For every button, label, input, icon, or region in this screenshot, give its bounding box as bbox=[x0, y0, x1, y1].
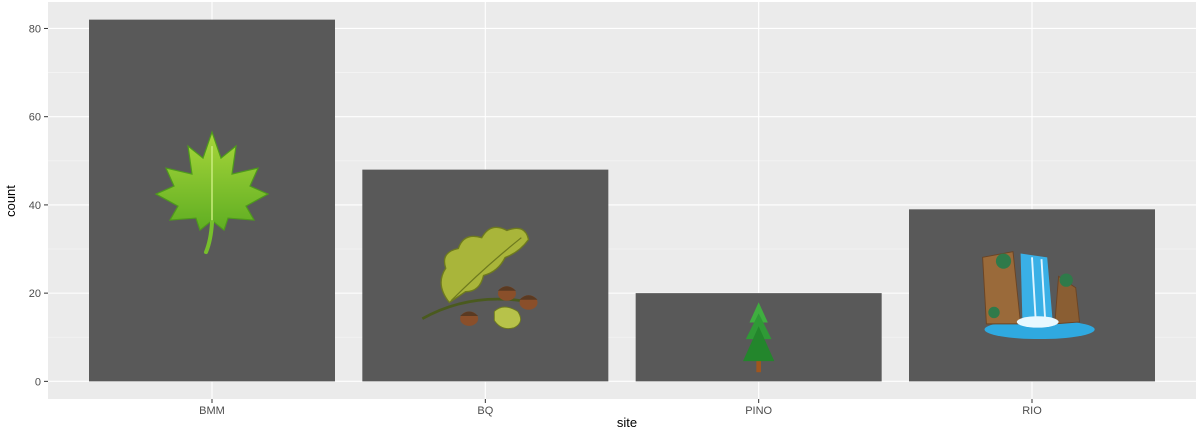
waterfall-icon bbox=[982, 251, 1095, 340]
y-axis: 0 20 40 60 80 bbox=[29, 23, 48, 388]
y-tick-label: 20 bbox=[29, 288, 41, 300]
maple-leaf-icon bbox=[154, 130, 270, 255]
y-tick-label: 60 bbox=[29, 112, 41, 124]
oak-leaf-acorn-icon bbox=[421, 226, 538, 330]
bar-icons bbox=[154, 130, 1095, 373]
pine-tree-icon bbox=[743, 302, 775, 373]
y-axis-title: count bbox=[3, 185, 18, 217]
x-tick-label-bq: BQ bbox=[477, 405, 493, 417]
y-tick-label: 80 bbox=[29, 23, 41, 35]
x-axis: BMM BQ PINO RIO bbox=[199, 399, 1042, 417]
y-tick-label: 0 bbox=[35, 376, 41, 388]
y-tick-label: 40 bbox=[29, 200, 41, 212]
x-tick-label-pino: PINO bbox=[745, 405, 772, 417]
x-axis-title: site bbox=[617, 415, 637, 430]
x-tick-label-rio: RIO bbox=[1022, 405, 1042, 417]
x-tick-label-bmm: BMM bbox=[199, 405, 225, 417]
